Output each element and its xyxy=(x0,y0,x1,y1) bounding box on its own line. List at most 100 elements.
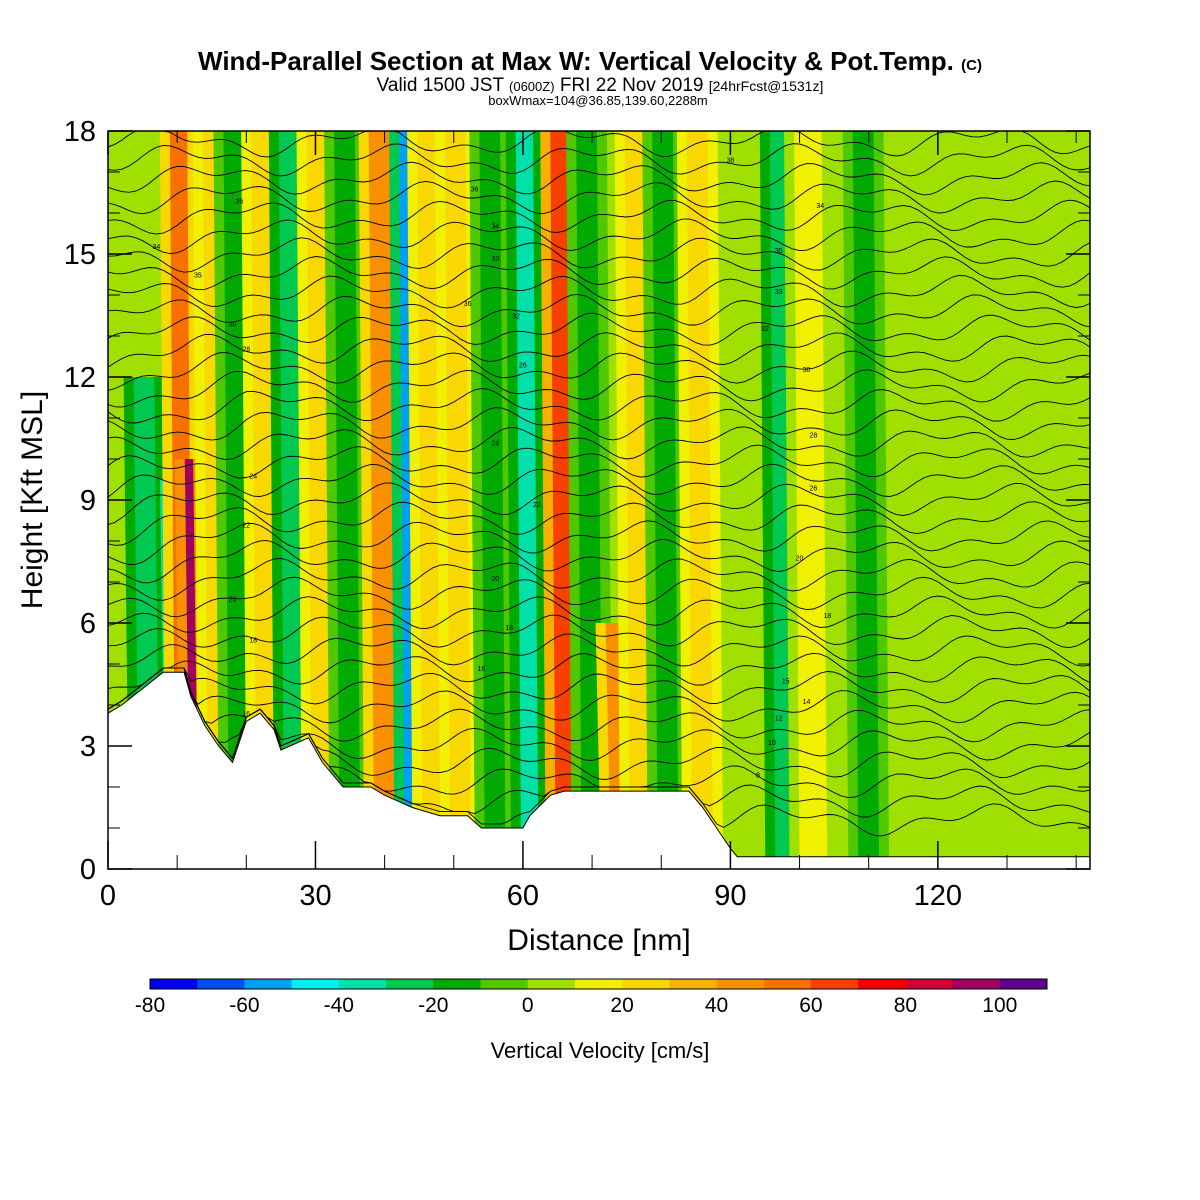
valid-time: Valid 1500 JST (0600Z) FRI 22 Nov 2019 [… xyxy=(377,75,824,96)
contour-label: 20 xyxy=(229,596,237,603)
theta-contour xyxy=(108,501,1090,546)
contour-label: 33 xyxy=(491,256,499,263)
contour-label: 20 xyxy=(491,576,499,583)
box-wmax: boxWmax=104@36.85,139.60,2288m xyxy=(488,93,708,108)
contour-label: 35 xyxy=(775,248,783,255)
colorbar-swatch xyxy=(810,979,859,989)
colorbar-swatch xyxy=(574,979,623,989)
terrain xyxy=(108,671,1090,869)
colorbar-tick-label: 40 xyxy=(705,994,728,1017)
colorbar-swatch xyxy=(150,979,198,989)
contour-label: 10 xyxy=(768,740,776,747)
contour-label: 24 xyxy=(249,473,257,480)
theta-contour xyxy=(108,350,1090,391)
theta-contour xyxy=(108,614,1090,649)
contour-label: 34 xyxy=(153,244,161,251)
theta-contour xyxy=(108,369,1090,408)
y-tick-label: 0 xyxy=(80,854,96,886)
theta-contour xyxy=(108,275,1090,309)
valid-prefix: Valid 1500 JST xyxy=(377,75,505,96)
valid-forecast: [24hrFcst@1531z] xyxy=(709,78,824,94)
colorbar-swatch xyxy=(527,979,576,989)
contour-label: 38 xyxy=(726,158,734,165)
contour-label: 28 xyxy=(242,346,250,353)
velocity-band xyxy=(550,131,574,869)
velocity-band xyxy=(368,131,395,869)
contour-label: 34 xyxy=(491,223,499,230)
contour-label: 15 xyxy=(782,678,790,685)
colorbar-frame xyxy=(149,978,1048,990)
velocity-band xyxy=(852,131,880,869)
contour-label: 30 xyxy=(803,367,811,374)
y-tick-label: 12 xyxy=(64,362,96,394)
colorbar-tick-label: 60 xyxy=(799,994,822,1017)
theta-contour xyxy=(108,293,1090,328)
y-axis-label: Height [Kft MSL] xyxy=(16,391,49,609)
theta-contour xyxy=(108,652,1090,690)
colorbar-swatch xyxy=(905,979,954,989)
theta-contour xyxy=(108,131,1090,158)
contour-label: 14 xyxy=(803,699,811,706)
contour-label: 22 xyxy=(242,523,250,530)
contour-label: 18 xyxy=(505,625,513,632)
theta-contour xyxy=(108,633,1090,667)
x-tick-label: 120 xyxy=(914,880,962,912)
theta-contour xyxy=(108,218,1090,255)
velocity-band xyxy=(479,131,506,869)
plot-area: 14 12 10 8 15 16 16 18 18 18 20 20 20 22 22 24 24 26 26 28 2… xyxy=(108,131,1090,869)
colorbar-swatch xyxy=(716,979,765,989)
copyright-mark: (C) xyxy=(961,57,982,74)
theta-contour xyxy=(108,539,1090,584)
theta-contour xyxy=(108,312,1090,346)
theta-contour xyxy=(108,667,1090,743)
theta-contour xyxy=(108,444,1090,479)
valid-date: FRI 22 Nov 2019 xyxy=(560,75,704,96)
theta-contour xyxy=(108,407,1090,441)
colorbar: -80 -60 -40 -20 0 20 40 60 80 100 xyxy=(135,978,1048,1017)
colorbar-tick-label: -80 xyxy=(135,994,165,1017)
contour-label: 35 xyxy=(194,273,202,280)
contour-label: 8 xyxy=(756,773,760,780)
x-tick-label: 60 xyxy=(507,880,539,912)
contour-label: 18 xyxy=(823,613,831,620)
colorbar-swatch xyxy=(999,979,1048,989)
velocity-band xyxy=(652,131,679,869)
theta-contour xyxy=(108,388,1090,424)
theta-contour xyxy=(108,180,1090,215)
theta-contour xyxy=(108,426,1090,460)
contour-label: 26 xyxy=(809,486,817,493)
theta-contour xyxy=(108,237,1090,273)
colorbar-tick-label: -40 xyxy=(324,994,354,1017)
colorbar-swatch xyxy=(952,979,1001,989)
theta-contour xyxy=(108,576,1090,618)
theta-contour xyxy=(108,199,1090,235)
colorbar-tick-label: 20 xyxy=(610,994,633,1017)
colorbar-swatch xyxy=(763,979,812,989)
colorbar-swatch xyxy=(338,979,387,989)
chart-title-main: Wind-Parallel Section at Max W: Vertical… xyxy=(198,46,954,76)
chart-title: Wind-Parallel Section at Max W: Vertical… xyxy=(198,46,982,76)
colorbar-tick-label: 80 xyxy=(894,994,917,1017)
theta-contour xyxy=(108,558,1090,601)
theta-contour xyxy=(108,332,1090,368)
valid-zulu: (0600Z) xyxy=(509,79,555,94)
contour-label: 12 xyxy=(775,715,783,722)
y-tick-label: 15 xyxy=(64,239,96,271)
contour-label: 33 xyxy=(775,289,783,296)
theta-contour-labels: 14 12 10 8 15 16 16 18 18 18 20 20 20 22 22 24 24 26 26 28 2… xyxy=(153,158,832,780)
colorbar-tick-label: -60 xyxy=(229,994,259,1017)
colorbar-tick-label: -20 xyxy=(418,994,448,1017)
y-tick-label: 18 xyxy=(64,116,96,148)
colorbar-swatch xyxy=(858,979,906,989)
contour-label: 22 xyxy=(533,502,541,509)
velocity-band xyxy=(515,131,539,869)
colorbar-swatch xyxy=(480,979,529,989)
colorbar-swatch xyxy=(433,979,481,989)
theta-contour xyxy=(108,161,1090,196)
colorbar-swatch xyxy=(386,979,434,989)
contour-label: 16 xyxy=(242,711,250,718)
contour-label: 32 xyxy=(512,314,520,321)
contour-label: 16 xyxy=(478,666,486,673)
